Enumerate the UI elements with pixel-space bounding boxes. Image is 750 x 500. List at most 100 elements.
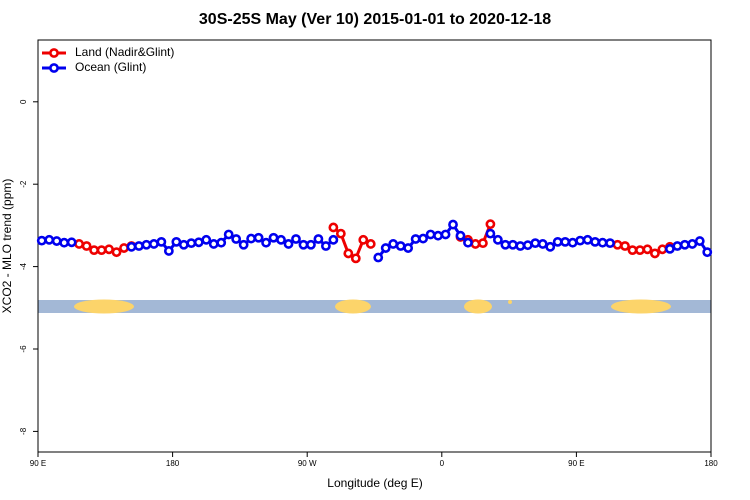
point (276, 234, 286, 245)
point (178, 239, 189, 250)
point (365, 239, 376, 249)
point (134, 241, 144, 251)
point (612, 239, 623, 250)
x-tick-label: 180 (166, 459, 180, 468)
point (530, 238, 541, 249)
point (620, 241, 630, 251)
point (186, 238, 197, 249)
point (231, 234, 242, 244)
point (223, 229, 234, 240)
point (358, 234, 369, 245)
y-tick-label: -4 (19, 262, 28, 270)
point (51, 236, 62, 246)
point (373, 252, 384, 263)
land-patch (508, 300, 512, 304)
point (388, 239, 399, 249)
point (552, 236, 563, 247)
point (268, 232, 279, 243)
point (418, 233, 429, 244)
legend-label: Land (Nadir&Glint) (75, 45, 174, 59)
point (208, 239, 219, 249)
point (664, 243, 675, 254)
point (702, 247, 713, 258)
point (193, 237, 204, 248)
point (395, 241, 406, 251)
point (380, 243, 391, 253)
point (141, 239, 152, 250)
land-patch (74, 299, 134, 314)
point (500, 239, 511, 250)
point (350, 253, 361, 264)
point (425, 229, 436, 240)
point (261, 237, 271, 248)
point (687, 239, 698, 249)
point (81, 241, 92, 251)
point (313, 234, 324, 244)
point (156, 236, 167, 247)
point (410, 234, 421, 244)
surface-band (38, 299, 711, 314)
point (89, 245, 99, 256)
point (575, 235, 586, 246)
point (216, 237, 227, 248)
point (485, 219, 496, 230)
point (44, 234, 55, 245)
point (597, 237, 608, 248)
point (96, 245, 107, 256)
point (605, 238, 615, 249)
point (635, 245, 645, 256)
point (463, 237, 473, 248)
point (470, 239, 481, 249)
point (627, 245, 638, 256)
point (320, 241, 331, 251)
x-axis-label: Longitude (deg E) (327, 476, 422, 490)
point (253, 232, 264, 243)
point (298, 239, 309, 250)
point (485, 228, 496, 239)
ocean-band (38, 300, 711, 313)
legend-marker (49, 63, 59, 73)
point (492, 234, 503, 245)
point (694, 236, 705, 246)
point (104, 244, 114, 255)
point (238, 239, 249, 250)
point (522, 240, 533, 251)
land-patch (335, 299, 371, 314)
point (343, 248, 354, 259)
point (149, 239, 159, 249)
y-axis-label: XCO2 - MLO trend (ppm) (0, 179, 14, 314)
point (74, 239, 85, 249)
point (291, 234, 301, 244)
point (163, 246, 174, 256)
x-tick-label: 90 E (568, 459, 584, 468)
land-patch (611, 299, 671, 314)
point (171, 236, 182, 247)
plot-frame (37, 39, 712, 453)
point (328, 234, 339, 245)
point (246, 233, 257, 244)
point (306, 239, 316, 250)
point (455, 230, 466, 241)
x-tick-label: 90 W (298, 459, 317, 468)
point (440, 229, 451, 240)
point (515, 241, 526, 251)
point (283, 239, 294, 249)
point (537, 239, 548, 249)
point (119, 243, 129, 253)
point (507, 239, 518, 250)
point (36, 235, 47, 246)
point (657, 244, 668, 255)
point (582, 234, 593, 245)
land-patch (464, 299, 492, 314)
point (403, 243, 414, 253)
legend-marker (49, 48, 59, 58)
point (66, 237, 77, 248)
y-tick-label: 0 (19, 99, 28, 104)
point (567, 237, 578, 248)
point (126, 241, 137, 252)
point (590, 236, 600, 247)
point (59, 237, 70, 248)
point (478, 238, 488, 249)
y-tick-label: -6 (19, 345, 28, 353)
